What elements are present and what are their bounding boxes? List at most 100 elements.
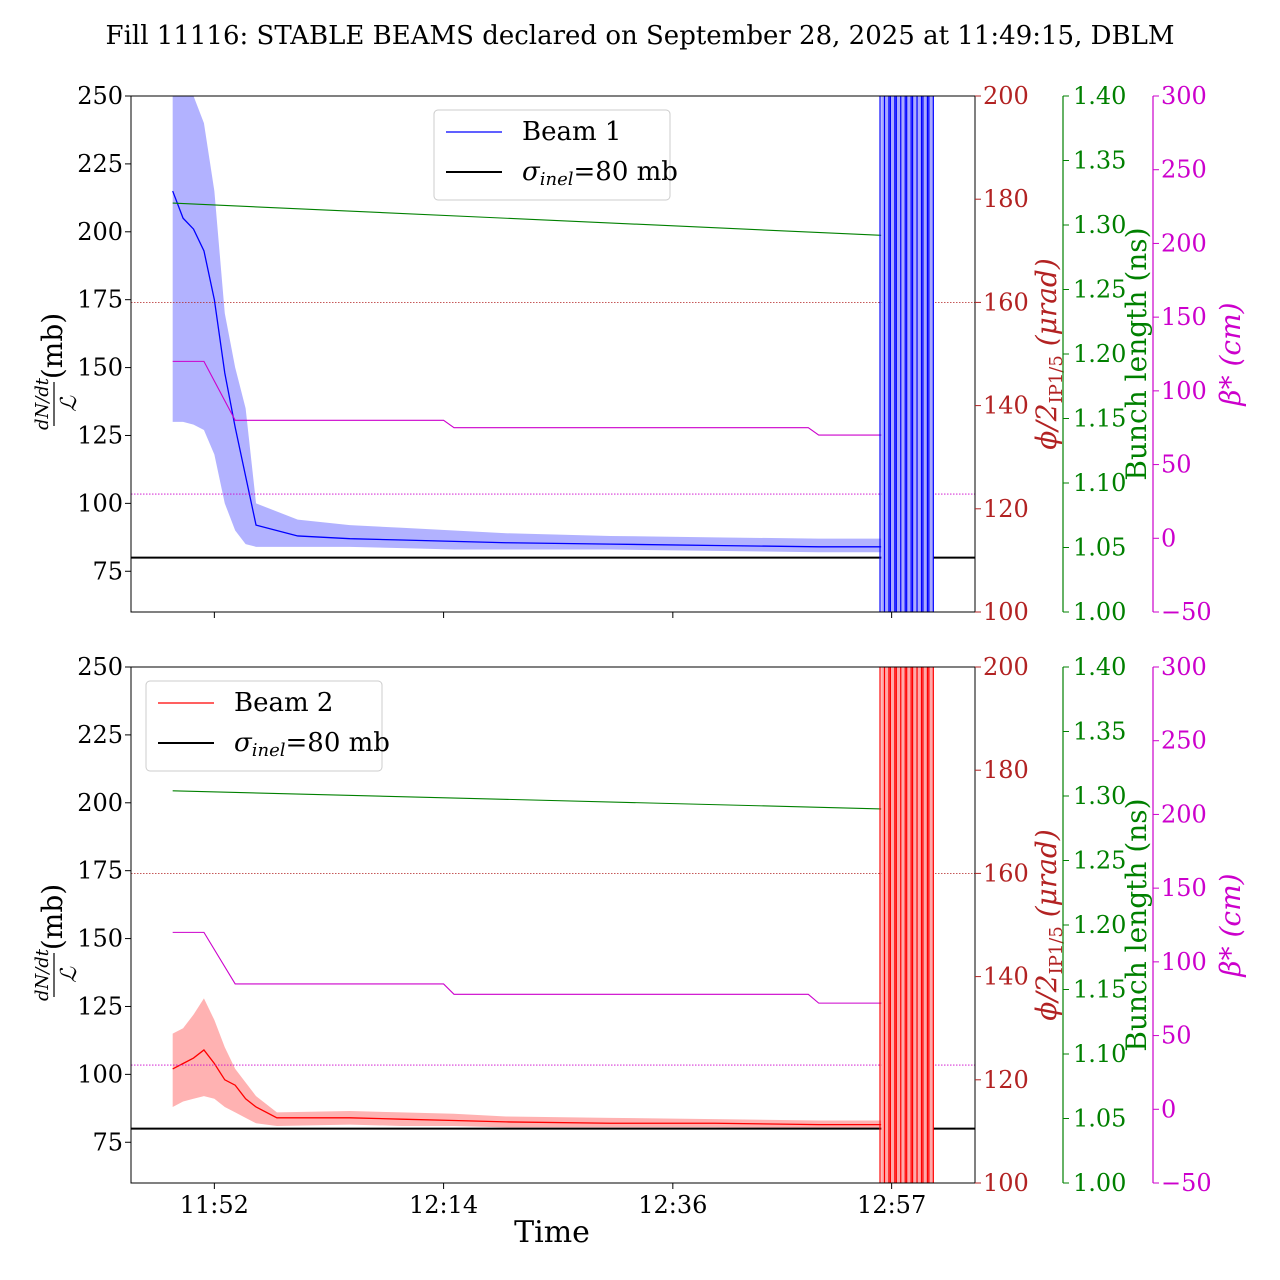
beta-axis-label: β* (cm)	[1214, 873, 1247, 977]
bunch-axis-tick-label: 1.20	[1073, 911, 1126, 939]
beta-axis-label: β* (cm)	[1214, 302, 1247, 406]
left-axis-tick-label: 175	[77, 286, 123, 314]
top-panel: 75 100 125 150 175 200 225 250 dN/dt ℒ (mb) 100 120 1…	[32, 82, 1247, 626]
beta-axis-tick-label: 250	[1161, 156, 1207, 184]
phi-axis-tick-label: 120	[983, 1066, 1029, 1094]
bunch-series-line	[172, 790, 882, 810]
beam-band	[172, 998, 882, 1129]
beta-axis-tick-label: 100	[1161, 377, 1207, 405]
beta-axis-tick-label: 50	[1161, 1022, 1192, 1050]
bunch-axis-tick-label: 1.20	[1073, 340, 1126, 368]
bunch-axis-tick-label: 1.30	[1073, 211, 1126, 239]
phi-axis-tick-label: 140	[983, 392, 1029, 420]
beam-band	[172, 96, 882, 553]
left-axis-label-denominator: ℒ	[57, 966, 82, 983]
left-axis-label: dN/dt ℒ (mb)	[32, 313, 82, 430]
phi-axis-tick-label: 200	[983, 653, 1029, 681]
bunch-axis-label: Bunch length (ns)	[1120, 798, 1153, 1051]
left-axis-tick-label: 225	[77, 150, 123, 178]
beta-axis-tick-label: 300	[1161, 653, 1207, 681]
bunch-axis-tick-label: 1.25	[1073, 847, 1126, 875]
bunch-axis-tick-label: 1.00	[1073, 598, 1126, 626]
phi-axis-tick-label: 180	[983, 185, 1029, 213]
x-axis-tick-label: 11:52	[180, 1191, 249, 1219]
x-axis-tick-label: 12:57	[857, 1191, 926, 1219]
left-axis-tick-label: 125	[77, 992, 123, 1020]
bunch-axis-label: Bunch length (ns)	[1120, 227, 1153, 480]
left-axis-label: dN/dt ℒ (mb)	[32, 884, 82, 1001]
bunch-axis-tick-label: 1.15	[1073, 405, 1126, 433]
plot-frame	[130, 666, 976, 1184]
bunch-series-line	[172, 202, 882, 236]
beta-axis-tick-label: 200	[1161, 800, 1207, 828]
beta-series-line	[172, 931, 934, 1004]
bunch-axis-tick-label: 1.10	[1073, 469, 1126, 497]
phi-axis-tick-label: 160	[983, 859, 1029, 887]
bunch-axis-tick-label: 1.25	[1073, 276, 1126, 304]
left-axis-tick-label: 100	[77, 489, 123, 517]
bunch-axis-tick-label: 1.40	[1073, 653, 1126, 681]
beta-axis-tick-label: 200	[1161, 229, 1207, 257]
bunch-axis-tick-label: 1.05	[1073, 534, 1126, 562]
phi-axis-label: ϕ/2IP1/5 (μrad)	[1030, 258, 1067, 450]
beta-axis-tick-label: −50	[1161, 1169, 1212, 1197]
bunch-axis-tick-label: 1.30	[1073, 782, 1126, 810]
legend-label-sigma: σinel=80 mb	[522, 157, 678, 190]
left-axis-tick-label: 75	[92, 557, 123, 585]
x-axis-tick-label: 12:36	[638, 1191, 707, 1219]
bunch-axis-tick-label: 1.00	[1073, 1169, 1126, 1197]
beta-axis-tick-label: 0	[1161, 1095, 1176, 1123]
phi-axis-tick-label: 100	[983, 1169, 1029, 1197]
left-axis-tick-label: 75	[92, 1128, 123, 1156]
beta-axis-tick-label: 150	[1161, 303, 1207, 331]
x-axis-label: Time	[514, 1215, 590, 1250]
beta-axis-tick-label: 0	[1161, 524, 1176, 552]
left-axis-tick-label: 225	[77, 721, 123, 749]
figure-title: Fill 11116: STABLE BEAMS declared on Sep…	[106, 21, 1175, 51]
left-axis-tick-label: 200	[77, 789, 123, 817]
plot-frame	[130, 95, 976, 613]
beta-axis-tick-label: 50	[1161, 451, 1192, 479]
legend-label-beam: Beam 2	[234, 688, 333, 718]
left-axis-tick-label: 150	[77, 925, 123, 953]
x-axis-tick-label: 12:14	[409, 1191, 478, 1219]
legend: Beam 1 σinel=80 mb	[433, 109, 678, 201]
phi-axis-tick-label: 180	[983, 756, 1029, 784]
beam-line	[172, 190, 882, 548]
phi-axis-tick-label: 100	[983, 598, 1029, 626]
bottom-panel: 75 100 125 150 175 200 225 250 dN/dt ℒ (mb) 11:52 12…	[32, 653, 1247, 1219]
legend-label-beam: Beam 1	[522, 117, 621, 147]
left-axis-tick-label: 250	[77, 82, 123, 110]
beta-axis-tick-label: −50	[1161, 598, 1212, 626]
left-axis-label-numerator: dN/dt	[32, 377, 53, 430]
left-axis-tick-label: 200	[77, 218, 123, 246]
beta-axis-tick-label: 300	[1161, 82, 1207, 110]
bunch-axis-tick-label: 1.05	[1073, 1105, 1126, 1133]
beta-axis-tick-label: 150	[1161, 874, 1207, 902]
phi-axis-tick-label: 140	[983, 963, 1029, 991]
bunch-axis-tick-label: 1.35	[1073, 718, 1126, 746]
beam-line	[172, 1049, 882, 1126]
beta-series-line	[172, 360, 934, 436]
bunch-axis-tick-label: 1.35	[1073, 147, 1126, 175]
plot-area	[131, 96, 975, 612]
left-axis-label-unit: (mb)	[36, 313, 69, 379]
bunch-axis-tick-label: 1.10	[1073, 1040, 1126, 1068]
beta-axis-tick-label: 250	[1161, 727, 1207, 755]
left-axis-label-unit: (mb)	[36, 884, 69, 950]
left-axis-tick-label: 250	[77, 653, 123, 681]
left-axis-tick-label: 100	[77, 1060, 123, 1088]
plot-area	[131, 667, 975, 1183]
phi-axis-tick-label: 160	[983, 288, 1029, 316]
left-axis-label-numerator: dN/dt	[32, 948, 53, 1001]
legend: Beam 2 σinel=80 mb	[145, 680, 390, 772]
left-axis-tick-label: 125	[77, 421, 123, 449]
beta-axis-tick-label: 100	[1161, 948, 1207, 976]
bunch-axis-tick-label: 1.15	[1073, 976, 1126, 1004]
left-axis-tick-label: 150	[77, 354, 123, 382]
bunch-axis-tick-label: 1.40	[1073, 82, 1126, 110]
phi-axis-tick-label: 200	[983, 82, 1029, 110]
phi-axis-tick-label: 120	[983, 495, 1029, 523]
left-axis-tick-label: 175	[77, 857, 123, 885]
